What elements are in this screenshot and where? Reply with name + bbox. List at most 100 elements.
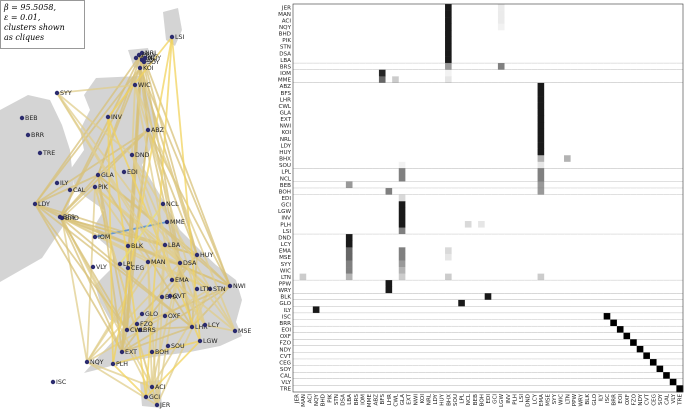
matrix-cell xyxy=(352,214,360,222)
matrix-cell xyxy=(365,201,373,209)
matrix-cell xyxy=(564,378,571,386)
matrix-cell xyxy=(458,260,466,268)
matrix-cell xyxy=(365,50,373,57)
matrix-cell xyxy=(306,17,314,25)
matrix-cell xyxy=(478,10,485,18)
clique-edge xyxy=(34,203,231,287)
matrix-cell xyxy=(312,56,320,64)
airport-node xyxy=(227,283,233,289)
matrix-cell xyxy=(504,378,512,386)
matrix-cell xyxy=(451,76,459,84)
matrix-cell xyxy=(359,345,367,353)
matrix-cell xyxy=(511,221,519,228)
matrix-cell xyxy=(530,76,538,84)
matrix-cell xyxy=(570,10,578,18)
matrix-cell xyxy=(597,299,604,307)
matrix-cell xyxy=(418,247,426,255)
matrix-cell xyxy=(656,299,664,307)
matrix-cell xyxy=(359,339,367,347)
matrix-cell xyxy=(385,332,393,340)
matrix-cell xyxy=(326,293,333,301)
matrix-cell xyxy=(312,372,320,380)
matrix-cell xyxy=(312,313,320,320)
matrix-cell xyxy=(445,339,452,347)
matrix-cell xyxy=(352,102,360,110)
matrix-cell xyxy=(663,174,671,182)
matrix-cell xyxy=(431,253,439,261)
matrix-cell xyxy=(557,385,565,393)
matrix-cell xyxy=(491,181,499,189)
matrix-cell xyxy=(365,299,373,307)
matrix-cell xyxy=(550,260,558,268)
matrix-cell xyxy=(378,326,386,334)
matrix-cell xyxy=(445,273,452,281)
matrix-cell xyxy=(464,319,472,327)
matrix-cell xyxy=(464,273,472,281)
matrix-cell xyxy=(332,234,340,242)
matrix-cell xyxy=(312,207,320,215)
matrix-cell xyxy=(359,155,367,163)
matrix-cell xyxy=(511,332,519,340)
matrix-cell xyxy=(431,30,439,38)
matrix-cell xyxy=(332,135,340,143)
matrix-cell xyxy=(550,339,558,347)
airport-label: CAL xyxy=(73,187,86,194)
matrix-cell xyxy=(537,253,545,261)
matrix-cell xyxy=(293,372,300,380)
matrix-cell xyxy=(504,326,512,334)
matrix-cell xyxy=(319,63,327,71)
matrix-cell xyxy=(511,286,519,294)
matrix-cell xyxy=(398,319,406,327)
matrix-cell xyxy=(372,299,380,307)
airport-label: SYY xyxy=(60,90,72,97)
matrix-cell xyxy=(451,385,459,393)
matrix-cell xyxy=(544,76,552,84)
matrix-cell xyxy=(663,227,671,235)
matrix-cell xyxy=(524,207,532,215)
matrix-cell xyxy=(299,142,307,149)
matrix-cell xyxy=(511,227,519,235)
matrix-cell xyxy=(339,30,347,38)
matrix-cell xyxy=(497,385,505,393)
matrix-cell xyxy=(405,174,413,182)
airport-label: NRL xyxy=(145,50,158,57)
matrix-cell xyxy=(365,122,373,130)
matrix-cell xyxy=(365,247,373,255)
matrix-cell xyxy=(570,17,578,25)
matrix-cell xyxy=(418,372,426,380)
matrix-cell xyxy=(497,214,505,222)
matrix-cell xyxy=(345,188,353,196)
matrix-cell xyxy=(616,181,624,189)
matrix-cell xyxy=(352,155,360,163)
matrix-cell xyxy=(306,214,314,222)
matrix-cell xyxy=(445,267,452,274)
matrix-cell xyxy=(359,207,367,215)
airport-node xyxy=(165,343,171,349)
matrix-cell xyxy=(398,122,406,130)
matrix-cell xyxy=(497,240,505,248)
matrix-cell xyxy=(299,102,307,110)
matrix-cell xyxy=(345,221,353,228)
matrix-cell xyxy=(359,352,367,360)
matrix-cell xyxy=(636,234,644,242)
matrix-cell xyxy=(583,253,591,261)
matrix-cell xyxy=(398,50,406,57)
matrix-cell xyxy=(451,253,459,261)
matrix-cell xyxy=(478,23,485,31)
airport-label: CEG xyxy=(131,265,144,272)
matrix-cell xyxy=(484,352,492,360)
matrix-cell xyxy=(471,267,479,274)
matrix-cell xyxy=(504,267,512,274)
matrix-cell xyxy=(524,43,532,51)
matrix-cell xyxy=(326,378,333,386)
matrix-cell xyxy=(524,385,532,393)
matrix-cell xyxy=(451,273,459,281)
clique-edge xyxy=(156,244,166,406)
matrix-cell xyxy=(438,76,446,84)
matrix-cell xyxy=(544,155,552,163)
matrix-cell xyxy=(345,102,353,110)
matrix-cell xyxy=(385,135,393,143)
matrix-cell xyxy=(550,63,558,71)
matrix-cell xyxy=(445,372,452,380)
matrix-cell xyxy=(583,63,591,71)
